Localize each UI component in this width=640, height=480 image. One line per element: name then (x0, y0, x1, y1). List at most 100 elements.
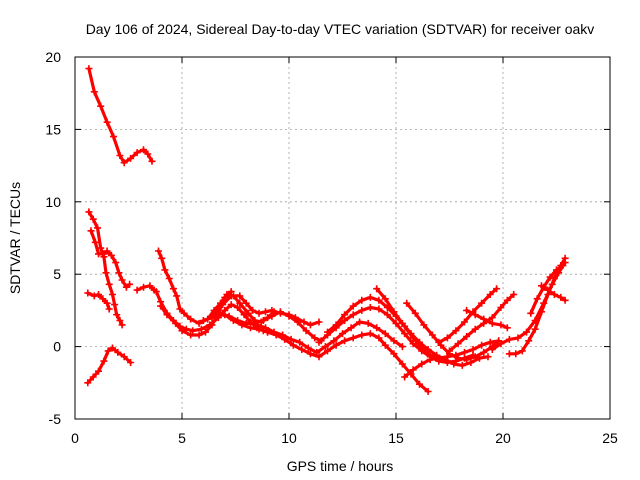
series-markers-track-19 (435, 285, 501, 346)
plus-marker (289, 341, 297, 349)
plus-marker (538, 308, 545, 316)
plus-marker (349, 334, 357, 342)
plus-marker (497, 304, 505, 311)
plus-marker (503, 324, 511, 332)
plus-marker (321, 343, 329, 351)
plus-marker (364, 319, 372, 327)
plus-marker (523, 328, 530, 336)
plus-marker (146, 282, 154, 290)
y-tick-label: 10 (45, 194, 61, 210)
plus-marker (373, 285, 381, 293)
y-tick-label: -5 (49, 411, 62, 427)
plus-marker (390, 337, 398, 345)
plus-marker (315, 338, 323, 346)
plus-marker (262, 324, 269, 332)
plus-marker (221, 293, 229, 301)
plus-marker (244, 309, 252, 317)
plus-marker (324, 328, 331, 336)
plus-marker (486, 291, 494, 298)
plus-marker (165, 275, 173, 282)
x-tick-label: 25 (602, 430, 618, 446)
plus-marker (302, 327, 310, 335)
series-track-03 (89, 229, 132, 289)
chart-title: Day 106 of 2024, Sidereal Day-to-day VTE… (86, 21, 595, 37)
plus-marker (416, 338, 423, 346)
series-markers-track-18 (401, 337, 503, 381)
plus-marker (435, 354, 443, 362)
tick-layer: 0 5 10 15 20 25 -5 0 5 10 15 20 (45, 49, 618, 446)
plus-marker (103, 299, 111, 307)
plus-marker (276, 309, 284, 317)
series-markers-track-16 (373, 285, 492, 369)
y-axis-label: SDTVAR / TECUs (7, 182, 23, 294)
plus-marker (358, 296, 366, 304)
plus-marker (443, 353, 451, 361)
plus-marker (195, 319, 203, 327)
plus-marker (471, 353, 479, 361)
plus-marker (180, 309, 188, 317)
plus-marker (238, 321, 246, 329)
plus-marker (89, 373, 97, 381)
plus-marker (219, 301, 227, 309)
plus-marker (95, 367, 102, 375)
plus-marker (443, 334, 451, 342)
plus-marker (172, 319, 180, 327)
series-markers-track-04 (84, 289, 113, 313)
plus-marker (84, 289, 92, 297)
plus-marker (411, 309, 419, 317)
plus-marker (91, 238, 99, 246)
plus-marker (126, 280, 134, 288)
plus-marker (381, 330, 389, 338)
plus-marker (461, 318, 468, 326)
plus-marker (279, 331, 287, 339)
plus-marker (109, 344, 116, 352)
plus-marker (210, 311, 218, 319)
plus-marker (169, 285, 177, 293)
plus-marker (158, 254, 166, 262)
plus-marker (115, 269, 123, 277)
series-markers-track-21 (463, 306, 511, 332)
plus-marker (561, 296, 569, 304)
plus-marker (253, 321, 261, 329)
plus-marker (187, 331, 195, 339)
plus-marker (366, 304, 374, 311)
plus-marker (107, 251, 115, 259)
plus-marker (97, 102, 105, 110)
plus-marker (469, 346, 477, 353)
plus-marker (366, 330, 374, 338)
plus-marker (114, 348, 122, 356)
plus-marker (471, 325, 479, 333)
plus-marker (463, 306, 471, 314)
plus-marker (118, 276, 126, 284)
plus-marker (550, 275, 558, 282)
plus-marker (111, 301, 119, 309)
plus-marker (236, 299, 244, 307)
plus-marker (383, 311, 391, 319)
series-markers-track-06 (133, 282, 158, 294)
plus-marker (197, 325, 205, 333)
grid-layer (75, 57, 610, 419)
plus-marker (94, 224, 101, 232)
plus-marker (505, 335, 513, 343)
plus-marker (347, 324, 355, 332)
plus-marker (518, 347, 526, 355)
plus-marker (358, 331, 366, 339)
plus-marker (488, 346, 496, 353)
plus-marker (424, 388, 432, 395)
plus-marker (398, 343, 406, 351)
plus-marker (90, 292, 98, 300)
y-tick-label: 0 (53, 339, 61, 355)
plus-marker (463, 333, 471, 340)
plus-marker (349, 302, 357, 310)
plus-marker (227, 301, 235, 309)
plus-marker (116, 317, 124, 324)
plus-marker (315, 318, 323, 326)
plus-marker (148, 157, 156, 165)
plus-marker (95, 291, 102, 298)
plus-marker (544, 286, 552, 294)
plus-marker (112, 259, 120, 267)
plus-marker (332, 321, 340, 329)
plus-marker (497, 340, 505, 348)
plus-marker (553, 266, 560, 274)
plus-marker (458, 361, 466, 369)
